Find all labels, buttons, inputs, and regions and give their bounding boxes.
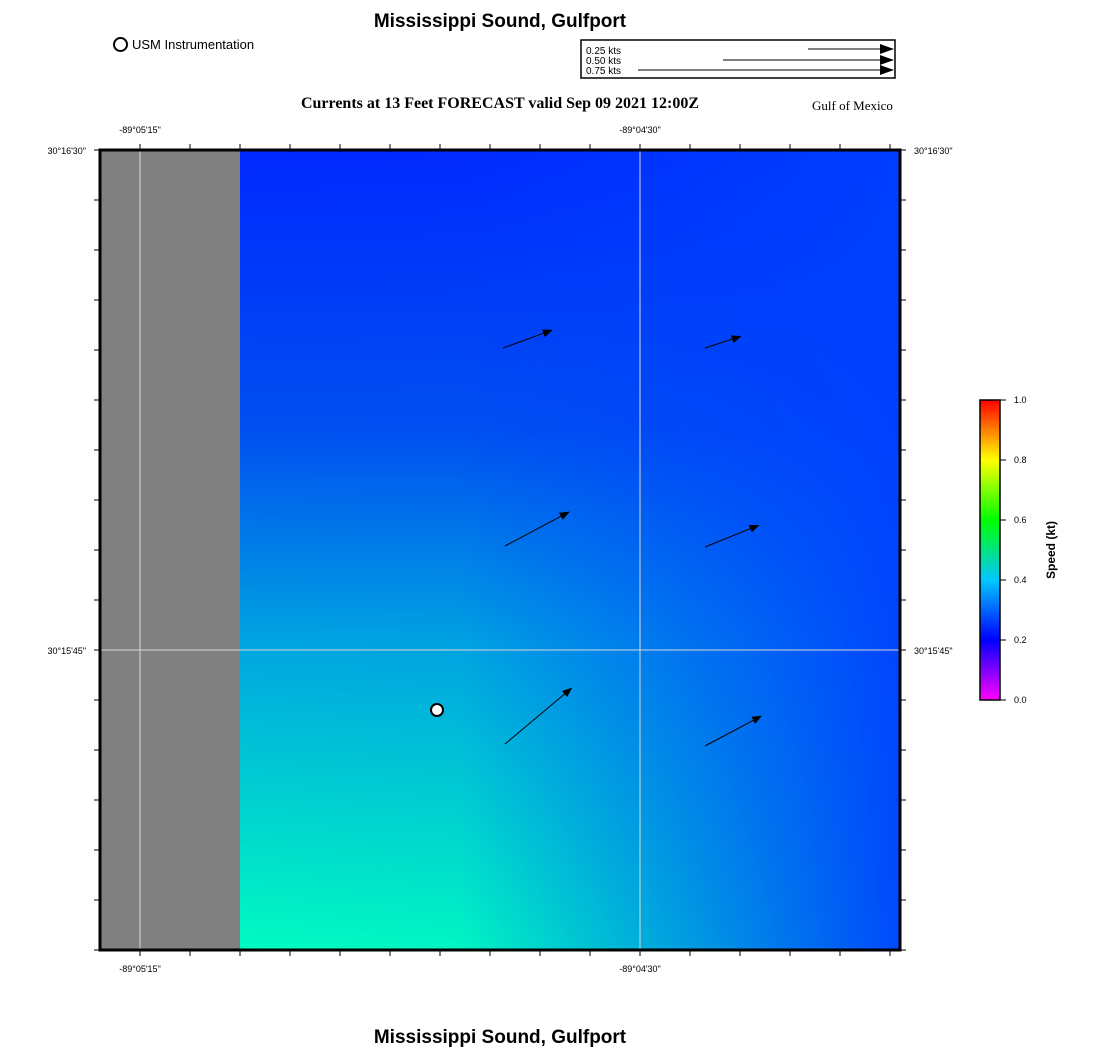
scale-label-1: 0.50 kts: [586, 56, 621, 67]
map-area: [94, 144, 906, 956]
colorbar-tick-label: 1.0: [1014, 395, 1027, 405]
colorbar-tick-label: 0.4: [1014, 575, 1027, 585]
colorbar-title: Speed (kt): [1044, 521, 1058, 579]
vector-r1c1: [502, 329, 553, 349]
lon-tick-bottom-1: -89°05'15": [119, 964, 161, 974]
map-title: Mississippi Sound, Gulfport: [373, 11, 627, 32]
station-legend-label: USM Instrumentation: [132, 37, 255, 52]
vector-r2c2: [704, 524, 760, 548]
usm-station-marker[interactable]: [430, 703, 444, 717]
colorbar-ticks: 0.0 0.2 0.4 0.6 0.8 1.0: [1000, 395, 1027, 705]
forecast-subtitle: Currents at 13 Feet FORECAST valid Sep 0…: [300, 95, 700, 112]
vector-r3c1: [504, 687, 573, 745]
region-label: Gulf of Mexico: [812, 98, 893, 113]
lat-tick-right-1: 30°16'30": [914, 146, 953, 156]
lat-tick-right-2: 30°15'45": [914, 646, 953, 656]
station-marker-icon: [113, 37, 128, 52]
colorbar-gradient: [979, 399, 1001, 701]
lon-tick-top-2: -89°04'30": [619, 125, 661, 135]
vector-r2c1: [504, 511, 570, 547]
colorbar-tick-label: 0.8: [1014, 455, 1027, 465]
station-legend: USM Instrumentation: [113, 37, 254, 52]
lat-tick-left-1: 30°16'30": [47, 146, 86, 156]
current-vectors: [502, 329, 763, 747]
colorbar-tick-label: 0.0: [1014, 695, 1027, 705]
lon-tick-top-1: -89°05'15": [119, 125, 161, 135]
lat-tick-left-2: 30°15'45": [47, 646, 86, 656]
colorbar-tick-label: 0.2: [1014, 635, 1027, 645]
scale-label-0: 0.25 kts: [586, 46, 621, 57]
scale-label-2: 0.75 kts: [586, 66, 621, 77]
speed-colorbar: 0.0 0.2 0.4 0.6 0.8 1.0 Speed (kt): [979, 395, 1058, 705]
colorbar-tick-label: 0.6: [1014, 515, 1027, 525]
map-frame: [98, 148, 902, 952]
vector-r3c2: [704, 715, 763, 747]
land-area: [100, 150, 240, 950]
speed-scale-legend: 0.25 kts 0.50 kts 0.75 kts: [580, 39, 896, 79]
map-footer-title: Mississippi Sound, Gulfport: [373, 1027, 627, 1048]
lon-tick-bottom-2: -89°04'30": [619, 964, 661, 974]
vector-r1c2: [704, 335, 742, 349]
